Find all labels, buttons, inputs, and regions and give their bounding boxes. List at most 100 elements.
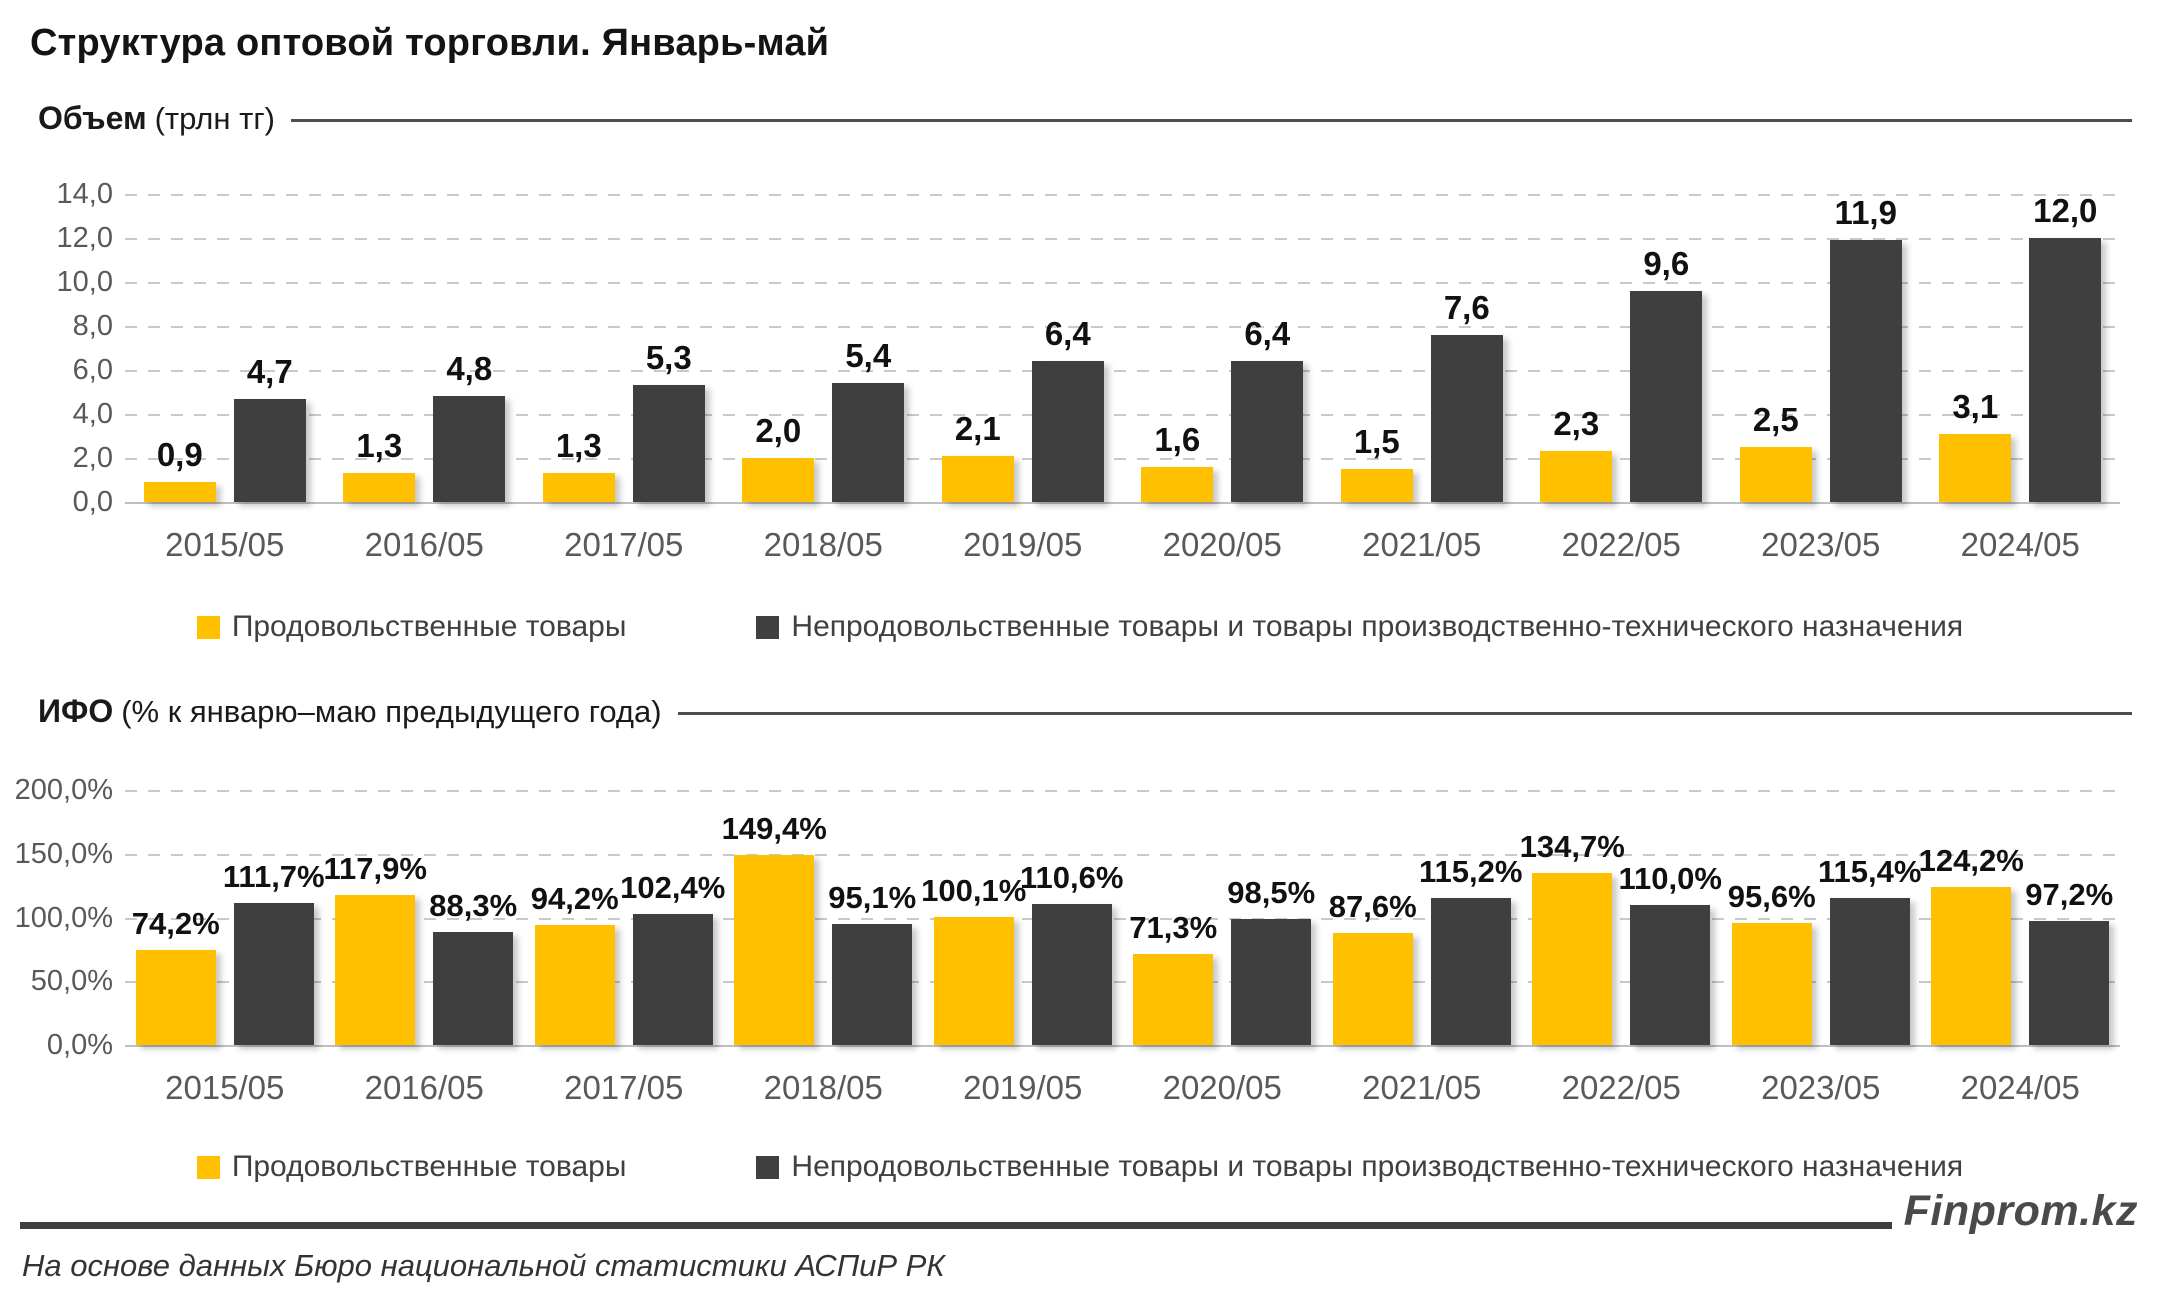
bar-value-label: 2,0 xyxy=(755,412,802,449)
y-tick-label: 6,0 xyxy=(72,354,113,386)
bar-slot: 115,2% xyxy=(1419,790,1522,1045)
y-tick-label: 50,0% xyxy=(30,965,113,998)
x-category-label: 2022/05 xyxy=(1561,1069,1681,1106)
x-category-label: 2015/05 xyxy=(165,526,285,563)
y-tick-label: 14,0 xyxy=(56,178,113,210)
source-note: На основе данных Бюро национальной стати… xyxy=(22,1248,945,1283)
bar-group: 124,2% 97,2% xyxy=(1919,790,2121,1045)
bar-group: 1,3 5,3 xyxy=(524,194,724,502)
bar-row: 0,9 4,7 1,3 4,8 1,3 5,3 2,0 5,4 2,1 6,4 1,6 6,4 1,5 7… xyxy=(125,192,2121,502)
section-unit-ifo: (% к январю–маю предыдущего года) xyxy=(121,693,662,729)
grid-line xyxy=(125,194,2120,196)
bar xyxy=(1340,469,1413,502)
bar xyxy=(1133,954,1214,1045)
section-header-volume: Объем (трлн тг) xyxy=(38,100,2132,137)
x-category-label: 2022/05 xyxy=(1561,526,1681,563)
bar-group: 3,1 12,0 xyxy=(1921,192,2121,502)
bar-slot: 4,7 xyxy=(233,194,306,502)
bar-value-label: 88,3% xyxy=(429,888,518,924)
x-category-label: 2016/05 xyxy=(364,526,484,563)
legend-label-nonfood: Непродовольственные товары и товары прои… xyxy=(791,1150,1964,1183)
section-title-ifo: ИФО xyxy=(38,693,114,729)
y-tick-label: 0,0% xyxy=(46,1029,113,1061)
bar-value-label: 0,9 xyxy=(156,436,203,474)
bar xyxy=(534,924,615,1045)
x-category-label: 2024/05 xyxy=(1960,526,2080,563)
section-title-volume: Объем xyxy=(38,100,147,136)
bar xyxy=(1430,898,1511,1045)
volume-bar-chart: 0,0 2,0 4,0 6,0 8,0 10,0 12,0 14,0 0,9 4,7 1,3 4,8 1… xyxy=(30,162,2135,577)
bar-slot: 6,4 xyxy=(1231,194,1304,502)
bar-group: 2,3 9,6 xyxy=(1522,194,1722,502)
y-tick-label: 2,0 xyxy=(72,442,113,474)
bar-group: 134,7% 110,0% xyxy=(1519,790,1722,1045)
y-tick-label: 12,0 xyxy=(56,222,113,254)
bar-value-label: 87,6% xyxy=(1328,889,1417,925)
grid-line xyxy=(125,238,2120,240)
x-category-label: 2020/05 xyxy=(1162,1069,1282,1106)
bar-group: 87,6% 115,2% xyxy=(1322,790,1522,1045)
grid-line xyxy=(125,414,2120,416)
bar xyxy=(135,950,216,1045)
bar-slot: 5,3 xyxy=(632,194,705,502)
bar-value-label: 97,2% xyxy=(2025,877,2114,913)
bar-value-label: 95,6% xyxy=(1727,879,1816,915)
bar-slot: 4,8 xyxy=(433,194,506,502)
y-tick-label: 4,0 xyxy=(72,398,113,430)
bar xyxy=(1141,466,1214,502)
grid-line xyxy=(125,458,2120,460)
bar-slot: 97,2% xyxy=(2025,790,2113,1045)
bar-row: 74,2% 111,7% 117,9% 88,3% 94,2% 102,4% 149,4% 9… xyxy=(125,790,2120,1045)
food-swatch-icon xyxy=(196,1155,220,1179)
bar xyxy=(2029,238,2102,502)
bar xyxy=(1231,919,1312,1045)
bar-value-label: 149,4% xyxy=(721,810,827,846)
bar-group: 2,5 11,9 xyxy=(1721,194,1921,502)
nonfood-swatch-icon xyxy=(756,1155,780,1179)
x-category-label: 2020/05 xyxy=(1162,526,1282,563)
legend-label-food: Продовольственные товары xyxy=(231,610,627,643)
bar xyxy=(433,932,514,1045)
bar-value-label: 115,4% xyxy=(1818,853,1922,889)
bar-value-label: 100,1% xyxy=(921,873,1027,909)
bar xyxy=(632,385,705,502)
bar xyxy=(1939,433,2012,502)
bar xyxy=(632,914,713,1045)
section-rule xyxy=(290,119,2132,122)
bar xyxy=(1532,873,1613,1045)
x-category-label: 2023/05 xyxy=(1761,1069,1881,1106)
bar-value-label: 95,1% xyxy=(828,879,917,915)
x-category-label: 2024/05 xyxy=(1960,1069,2080,1106)
bar xyxy=(832,923,913,1045)
bar xyxy=(1332,933,1413,1045)
y-tick-label: 8,0 xyxy=(72,310,113,342)
bar-group: 100,1% 110,6% xyxy=(921,790,1123,1045)
x-category-label: 2023/05 xyxy=(1761,526,1881,563)
x-category-label: 2021/05 xyxy=(1362,1069,1482,1106)
bar-slot: 3,1 xyxy=(1939,194,2012,502)
bar-slot: 102,4% xyxy=(620,790,725,1045)
bar-value-label: 134,7% xyxy=(1519,829,1625,865)
bar-value-label: 115,2% xyxy=(1419,854,1523,890)
bar-group: 71,3% 98,5% xyxy=(1123,790,1323,1045)
bar xyxy=(1931,886,2012,1045)
volume-chart-legend: Продовольственные товары Непродовольстве… xyxy=(0,610,2160,644)
legend-label-nonfood: Непродовольственные товары и товары прои… xyxy=(791,610,1964,643)
legend-item-nonfood: Непродовольственные товары и товары прои… xyxy=(756,1150,1963,1184)
bar xyxy=(343,473,416,502)
bar-slot: 110,0% xyxy=(1619,790,1722,1045)
bar-group: 74,2% 111,7% xyxy=(125,790,325,1045)
x-axis-line xyxy=(125,1045,2120,1047)
x-category-label: 2017/05 xyxy=(564,1069,684,1106)
bar xyxy=(1430,334,1503,502)
bar-slot: 95,1% xyxy=(828,790,916,1045)
bar xyxy=(1031,904,1112,1045)
bar-value-label: 4,7 xyxy=(246,352,293,390)
bar-slot: 2,3 xyxy=(1540,194,1613,502)
x-category-label: 2015/05 xyxy=(165,1069,285,1106)
bar xyxy=(1231,361,1304,502)
section-header-ifo: ИФО (% к январю–маю предыдущего года) xyxy=(38,693,2132,730)
bar xyxy=(734,854,815,1045)
bar-slot: 117,9% xyxy=(324,790,427,1045)
bar-value-label: 110,0% xyxy=(1618,860,1722,896)
